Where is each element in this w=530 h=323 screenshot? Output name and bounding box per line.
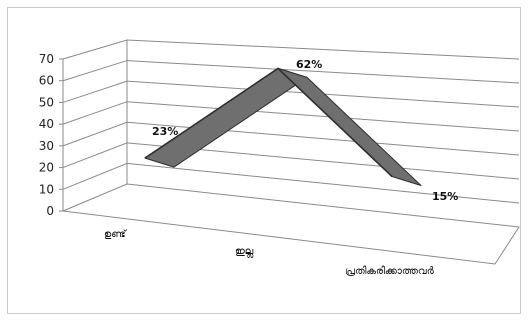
y-tick-label: 10	[39, 182, 54, 196]
y-tick-label: 60	[39, 74, 54, 88]
gridline	[62, 142, 520, 180]
y-axis-ticks: 0 10 20 30 40 50 60 70	[39, 52, 63, 218]
x-axis-categories: ഉണ്ട് ഇല്ല പ്രതികരിക്കാത്തവർ	[104, 228, 434, 277]
category-label: ഉണ്ട്	[104, 228, 128, 240]
series-front-edge	[144, 67, 393, 178]
series-layer	[144, 67, 422, 186]
y-tick-label: 70	[39, 52, 54, 66]
gridline	[62, 80, 520, 108]
gridline	[62, 101, 520, 132]
data-label: 62%	[296, 58, 322, 71]
gridline	[62, 162, 520, 204]
gridline	[62, 39, 520, 60]
floor-outline	[61, 183, 520, 265]
series-segment	[277, 67, 422, 186]
y-tick-label: 50	[39, 95, 54, 109]
chart-frame	[7, 7, 521, 314]
category-label: പ്രതികരിക്കാത്തവർ	[345, 265, 434, 277]
category-label: ഇല്ല	[235, 246, 254, 258]
grid-layer	[61, 39, 520, 265]
data-labels: 23% 62% 15%	[152, 58, 458, 203]
data-label: 15%	[432, 190, 458, 203]
data-label: 23%	[152, 125, 178, 138]
gridline	[62, 121, 520, 156]
gridline	[62, 60, 520, 84]
y-tick-label: 30	[39, 139, 54, 153]
y-tick-label: 40	[39, 117, 54, 131]
y-tick-label: 20	[39, 161, 54, 175]
y-tick-label: 0	[46, 204, 54, 218]
